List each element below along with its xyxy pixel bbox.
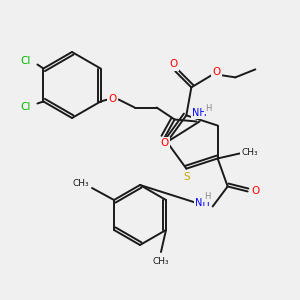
Text: NH: NH: [195, 199, 210, 208]
Text: CH₃: CH₃: [153, 256, 169, 266]
Text: H: H: [205, 192, 211, 201]
Text: S: S: [183, 172, 190, 182]
Text: O: O: [169, 59, 178, 69]
Text: CH₃: CH₃: [241, 148, 258, 157]
Text: CH₃: CH₃: [73, 178, 89, 188]
Text: O: O: [212, 68, 220, 77]
Text: H: H: [206, 104, 212, 113]
Text: Cl: Cl: [20, 101, 31, 112]
Text: O: O: [109, 94, 117, 104]
Text: NH: NH: [192, 109, 207, 118]
Text: O: O: [160, 139, 169, 148]
Text: Cl: Cl: [20, 56, 31, 65]
Text: O: O: [251, 187, 260, 196]
